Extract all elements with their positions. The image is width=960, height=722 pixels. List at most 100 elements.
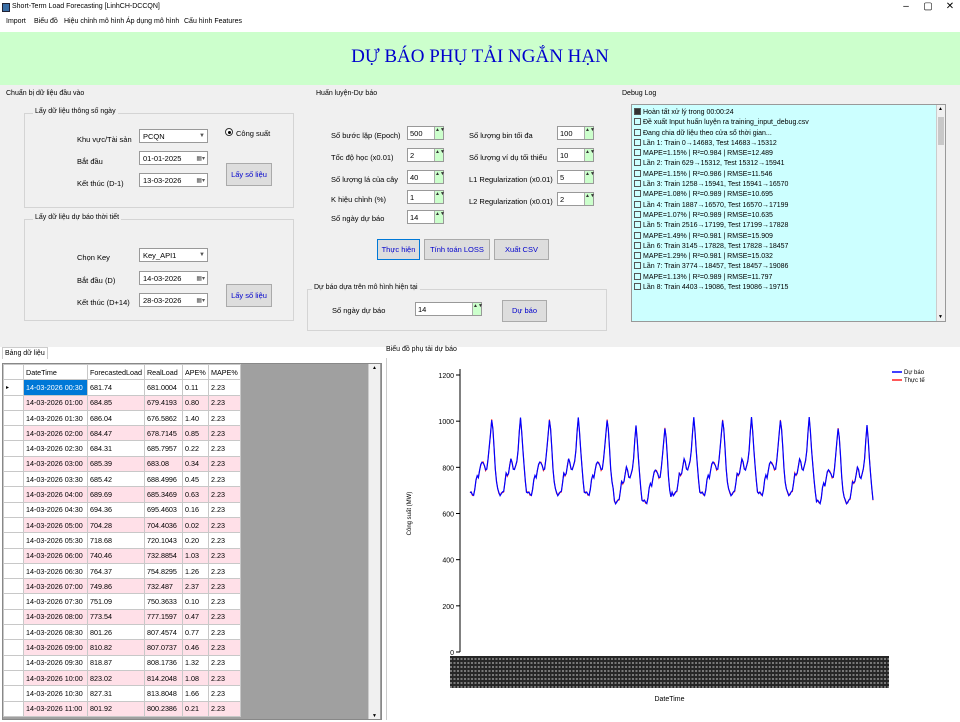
row-header[interactable]	[3, 639, 24, 656]
cell-mape[interactable]: 2.23	[207, 669, 241, 687]
table-row[interactable]: ▸ 14-03-2026 00:30 681.74 681.0004 0.11 2.23	[3, 379, 241, 396]
cell-datetime[interactable]: 14-03-2026 06:00	[23, 547, 88, 564]
l2-input[interactable]: 2 ▲▼	[557, 192, 595, 206]
cell-forecasted[interactable]: 764.37	[87, 562, 145, 580]
cell-ape[interactable]: 0.80	[181, 394, 209, 411]
cell-ape[interactable]: 0.77	[181, 624, 209, 641]
table-row[interactable]: 14-03-2026 05:30 718.68 720.1043 0.20 2.23	[3, 532, 241, 549]
table-row[interactable]: 14-03-2026 04:00 689.69 685.3469 0.63 2.23	[3, 486, 241, 503]
cell-datetime[interactable]: 14-03-2026 03:00	[23, 455, 88, 473]
leaves-input[interactable]: 40 ▲▼	[407, 170, 445, 184]
export-csv-button[interactable]: Xuất CSV	[494, 239, 549, 260]
cell-ape[interactable]: 1.03	[181, 547, 209, 564]
cell-datetime[interactable]: 14-03-2026 00:30	[23, 379, 88, 396]
row-header[interactable]	[3, 669, 24, 687]
min-examples-input[interactable]: 10 ▲▼	[557, 148, 595, 162]
epoch-input[interactable]: 500 ▲▼	[407, 126, 445, 140]
cell-real[interactable]: 681.0004	[143, 379, 183, 396]
cell-real[interactable]: 704.4036	[143, 516, 183, 534]
area-select[interactable]: PCQN ▼	[139, 129, 208, 143]
cell-datetime[interactable]: 14-03-2026 06:30	[23, 562, 88, 580]
table-row[interactable]: 14-03-2026 08:00 773.54 777.1597 0.47 2.23	[3, 608, 241, 626]
menu-import[interactable]: Import	[6, 18, 26, 25]
cell-forecasted[interactable]: 684.85	[87, 394, 145, 411]
cell-real[interactable]: 814.2048	[143, 669, 183, 687]
cell-mape[interactable]: 2.23	[207, 700, 241, 717]
cell-datetime[interactable]: 14-03-2026 08:30	[23, 624, 88, 641]
cell-real[interactable]: 807.0737	[143, 639, 183, 656]
row-header[interactable]	[3, 501, 24, 518]
cell-datetime[interactable]: 14-03-2026 07:30	[23, 593, 88, 610]
cell-ape[interactable]: 0.11	[181, 379, 209, 396]
scroll-thumb[interactable]	[938, 117, 944, 145]
key-select[interactable]: Key_API1 ▼	[139, 248, 208, 262]
table-row[interactable]: 14-03-2026 06:00 740.46 732.8854 1.03 2.23	[3, 547, 241, 564]
cell-ape[interactable]: 0.22	[181, 440, 209, 457]
cell-mape[interactable]: 2.23	[207, 501, 241, 518]
cell-ape[interactable]: 0.63	[181, 486, 209, 503]
row-header[interactable]	[3, 532, 24, 549]
cell-mape[interactable]: 2.23	[207, 639, 241, 656]
cell-datetime[interactable]: 14-03-2026 03:30	[23, 471, 88, 488]
cell-mape[interactable]: 2.23	[207, 578, 241, 595]
cell-forecasted[interactable]: 773.54	[87, 608, 145, 626]
cell-forecasted[interactable]: 810.82	[87, 639, 145, 656]
row-header[interactable]	[3, 409, 24, 427]
start-date-picker[interactable]: 01-01-2025 ▦▾	[139, 151, 208, 165]
row-header[interactable]	[3, 394, 24, 411]
table-row[interactable]: 14-03-2026 05:00 704.28 704.4036 0.02 2.23	[3, 516, 241, 534]
menu-features-config[interactable]: Cấu hình Features	[184, 18, 242, 25]
minimize-button[interactable]: –	[903, 1, 909, 12]
row-header[interactable]	[3, 486, 24, 503]
cell-real[interactable]: 777.1597	[143, 608, 183, 626]
cell-ape[interactable]: 0.02	[181, 516, 209, 534]
table-row[interactable]: 14-03-2026 09:30 818.87 808.1736 1.32 2.23	[3, 654, 241, 671]
cell-ape[interactable]: 0.34	[181, 455, 209, 473]
debug-scrollbar[interactable]: ▲ ▼	[936, 105, 945, 321]
row-header[interactable]	[3, 608, 24, 626]
cell-real[interactable]: 754.8295	[143, 562, 183, 580]
row-header[interactable]: ▸	[3, 379, 24, 396]
table-row[interactable]: 14-03-2026 01:00 684.85 679.4193 0.80 2.23	[3, 394, 241, 411]
cell-real[interactable]: 685.7957	[143, 440, 183, 457]
cell-real[interactable]: 688.4996	[143, 471, 183, 488]
row-header[interactable]	[3, 440, 24, 457]
cell-mape[interactable]: 2.23	[207, 394, 241, 411]
row-header[interactable]	[3, 562, 24, 580]
row-header[interactable]	[3, 685, 24, 702]
run-button[interactable]: Thực hiện	[377, 239, 420, 260]
cell-forecasted[interactable]: 749.86	[87, 578, 145, 595]
cell-real[interactable]: 808.1736	[143, 654, 183, 671]
maximize-button[interactable]: ▢	[923, 1, 933, 12]
row-header[interactable]	[3, 455, 24, 473]
fetch-daily-button[interactable]: Lấy số liệu	[226, 163, 272, 186]
table-tab[interactable]: Bảng dữ liệu	[0, 347, 384, 362]
cell-ape[interactable]: 1.32	[181, 654, 209, 671]
cell-mape[interactable]: 2.23	[207, 608, 241, 626]
cell-forecasted[interactable]: 801.92	[87, 700, 145, 717]
cell-forecasted[interactable]: 685.42	[87, 471, 145, 488]
row-header[interactable]	[3, 425, 24, 442]
calc-loss-button[interactable]: Tính toán LOSS	[424, 239, 490, 260]
cell-forecasted[interactable]: 684.31	[87, 440, 145, 457]
cell-mape[interactable]: 2.23	[207, 593, 241, 610]
cell-mape[interactable]: 2.23	[207, 440, 241, 457]
cell-forecasted[interactable]: 718.68	[87, 532, 145, 549]
table-row[interactable]: 14-03-2026 06:30 764.37 754.8295 1.26 2.23	[3, 562, 241, 580]
cell-datetime[interactable]: 14-03-2026 05:30	[23, 532, 88, 549]
col-header-mape[interactable]: MAPE%	[207, 364, 241, 381]
table-row[interactable]: 14-03-2026 02:00 684.47 678.7145 0.85 2.23	[3, 425, 241, 442]
forecast-days-input[interactable]: 14 ▲▼	[407, 210, 445, 224]
cell-mape[interactable]: 2.23	[207, 516, 241, 534]
fetch-weather-button[interactable]: Lấy số liệu	[226, 284, 272, 307]
col-header-ape[interactable]: APE%	[181, 364, 209, 381]
cell-real[interactable]: 800.2386	[143, 700, 183, 717]
cell-mape[interactable]: 2.23	[207, 685, 241, 702]
menu-tune-model[interactable]: Hiệu chỉnh mô hình	[64, 18, 125, 25]
cell-datetime[interactable]: 14-03-2026 10:00	[23, 669, 88, 687]
cell-datetime[interactable]: 14-03-2026 08:00	[23, 608, 88, 626]
cell-ape[interactable]: 0.20	[181, 532, 209, 549]
cell-real[interactable]: 695.4603	[143, 501, 183, 518]
cell-datetime[interactable]: 14-03-2026 02:00	[23, 425, 88, 442]
menu-apply-model[interactable]: Áp dụng mô hình	[126, 18, 180, 25]
